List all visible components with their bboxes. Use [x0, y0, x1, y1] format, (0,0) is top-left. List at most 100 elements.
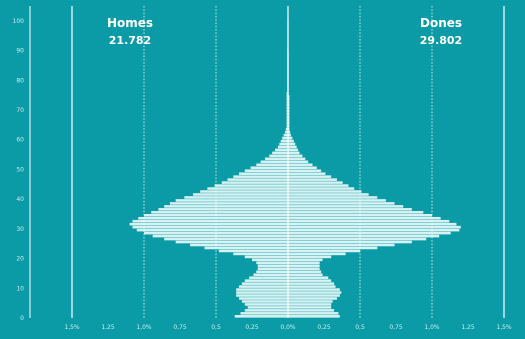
bar-men-age-37 [164, 205, 288, 208]
bar-women-age-41 [288, 193, 369, 196]
bar-men-age-52 [260, 160, 288, 164]
bar-women-age-2 [288, 309, 335, 312]
bar-women-age-68 [288, 112, 290, 116]
bar-men-age-6 [239, 297, 288, 300]
bar-men-age-69 [286, 110, 288, 113]
y-tick-label: 90 [16, 48, 24, 55]
bar-women-age-72 [288, 101, 290, 104]
bar-women-age-11 [288, 282, 335, 285]
bar-women-age-29 [288, 228, 460, 232]
y-tick-label: 70 [16, 107, 24, 114]
bar-men-age-2 [244, 309, 288, 312]
bar-men-age-1 [240, 312, 288, 315]
bar-men-age-62 [285, 130, 288, 134]
bar-women-age-58 [288, 142, 296, 146]
bar-women-age-27 [288, 234, 440, 238]
bar-women-age-62 [288, 130, 291, 134]
bar-men-age-74 [286, 95, 288, 98]
x-tick-label: 1,5% [64, 324, 80, 331]
bar-men-age-29 [136, 228, 288, 232]
y-tick-label: 30 [16, 226, 24, 233]
y-tick-labels: 0 10 20 30 40 50 60 70 80 90 100 [13, 18, 25, 322]
bar-men-age-54 [269, 154, 288, 158]
bar-men-age-71 [286, 104, 288, 107]
bar-women-age-7 [288, 294, 340, 297]
bar-men-age-23 [204, 246, 288, 250]
bar-women-age-36 [288, 208, 412, 211]
bar-women-age-47 [288, 175, 332, 178]
bar-men-age-66 [286, 118, 288, 122]
bar-women-age-4 [288, 303, 332, 306]
x-tick-label: 0,75 [389, 324, 403, 331]
bar-men-age-0 [234, 315, 288, 318]
bar-women-age-25 [288, 240, 412, 244]
bar-women-age-46 [288, 178, 337, 181]
bar-women-age-49 [288, 169, 322, 172]
bar-women-age-23 [288, 246, 378, 250]
x-tick-label: 1,0% [424, 324, 440, 331]
bar-men-age-19 [252, 258, 288, 262]
bar-women-age-6 [288, 297, 337, 300]
x-tick-label: 0,0% [280, 324, 296, 331]
bar-men-age-9 [236, 288, 288, 291]
bar-women-age-20 [288, 255, 332, 259]
bar-men-age-4 [244, 303, 288, 306]
bar-women-age-43 [288, 187, 355, 190]
y-tick-label: 100 [13, 18, 25, 25]
bar-women-age-42 [288, 190, 362, 193]
bar-men-age-67 [286, 115, 288, 119]
bar-men-age-31 [129, 222, 288, 226]
bar-women-age-19 [288, 258, 323, 262]
bar-men-age-50 [250, 166, 288, 170]
bar-men-age-33 [138, 216, 288, 220]
x-tick-label: 1,25 [101, 324, 115, 331]
bar-men-age-11 [241, 282, 288, 285]
bar-women-age-31 [288, 222, 457, 226]
y-tick-label: 0 [20, 315, 24, 322]
bar-men-age-32 [132, 219, 288, 223]
bar-men-age-3 [247, 306, 288, 309]
bar-men-age-25 [175, 240, 288, 244]
series-name-men: Homes [107, 16, 153, 30]
bar-men-age-10 [239, 285, 288, 288]
bar-men-age-21 [233, 252, 288, 256]
bar-men-age-70 [286, 107, 288, 110]
bar-men-age-47 [233, 175, 288, 178]
x-tick-label: 0,25 [317, 324, 331, 331]
bar-men-age-42 [200, 190, 288, 193]
bar-men-age-22 [218, 249, 288, 253]
bar-women-age-18 [288, 261, 320, 265]
bar-men-age-51 [256, 163, 288, 167]
bar-men-age-61 [283, 133, 288, 137]
bar-women-age-69 [288, 110, 290, 113]
bar-women-age-14 [288, 273, 323, 276]
bar-men-age-18 [256, 261, 288, 265]
bar-women-age-16 [288, 267, 320, 271]
bar-men-age-59 [280, 139, 288, 143]
bar-women-age-59 [288, 139, 294, 143]
bar-women-age-17 [288, 264, 320, 268]
bar-women-age-53 [288, 157, 306, 161]
bar-men-age-60 [282, 136, 288, 140]
series-total-men: 21.782 [109, 34, 151, 47]
bar-men-age-17 [257, 264, 288, 268]
bars-group [129, 17, 461, 318]
bar-women-age-28 [288, 231, 451, 235]
bar-men-age-64 [286, 124, 288, 128]
bar-men-age-65 [286, 121, 288, 125]
bar-men-age-20 [244, 255, 288, 259]
y-tick-label: 60 [16, 137, 24, 144]
bar-men-age-16 [257, 267, 288, 271]
bar-men-age-68 [286, 112, 288, 116]
x-tick-label: 0,5 [211, 324, 221, 331]
bar-women-age-64 [288, 124, 290, 128]
y-tick-label: 10 [16, 285, 24, 292]
x-tick-label: 0,25 [245, 324, 259, 331]
bar-men-age-12 [244, 279, 288, 282]
x-tick-label: 0,5 [355, 324, 365, 331]
bar-women-age-50 [288, 166, 317, 170]
bar-women-age-48 [288, 172, 326, 175]
bar-women-age-63 [288, 127, 290, 131]
bar-women-age-3 [288, 306, 332, 309]
series-name-women: Dones [420, 16, 462, 30]
